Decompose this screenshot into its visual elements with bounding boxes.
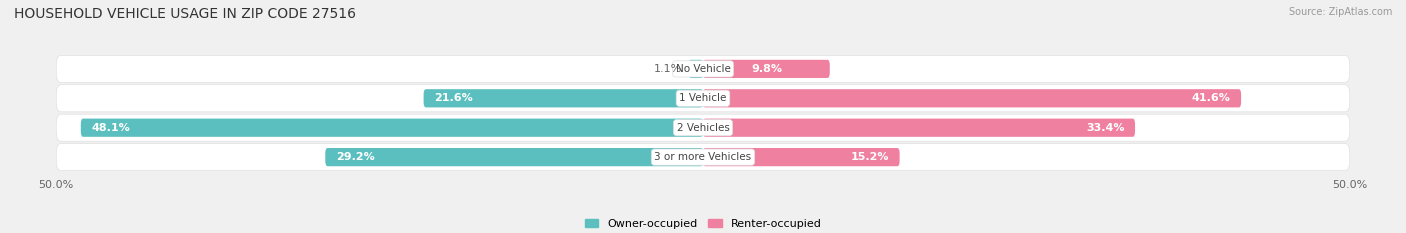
Text: 1.1%: 1.1% — [654, 64, 682, 74]
FancyBboxPatch shape — [325, 148, 703, 166]
Text: 41.6%: 41.6% — [1192, 93, 1230, 103]
FancyBboxPatch shape — [56, 55, 1350, 82]
Text: Source: ZipAtlas.com: Source: ZipAtlas.com — [1288, 7, 1392, 17]
FancyBboxPatch shape — [703, 60, 830, 78]
Text: 2 Vehicles: 2 Vehicles — [676, 123, 730, 133]
Text: 1 Vehicle: 1 Vehicle — [679, 93, 727, 103]
FancyBboxPatch shape — [703, 119, 1135, 137]
Text: 48.1%: 48.1% — [91, 123, 129, 133]
Text: 33.4%: 33.4% — [1087, 123, 1125, 133]
Text: 29.2%: 29.2% — [336, 152, 374, 162]
FancyBboxPatch shape — [56, 85, 1350, 112]
FancyBboxPatch shape — [56, 114, 1350, 141]
Text: 15.2%: 15.2% — [851, 152, 889, 162]
FancyBboxPatch shape — [80, 119, 703, 137]
Text: 3 or more Vehicles: 3 or more Vehicles — [654, 152, 752, 162]
Text: No Vehicle: No Vehicle — [675, 64, 731, 74]
Text: HOUSEHOLD VEHICLE USAGE IN ZIP CODE 27516: HOUSEHOLD VEHICLE USAGE IN ZIP CODE 2751… — [14, 7, 356, 21]
FancyBboxPatch shape — [423, 89, 703, 107]
Text: 9.8%: 9.8% — [751, 64, 782, 74]
FancyBboxPatch shape — [689, 60, 703, 78]
Text: 21.6%: 21.6% — [434, 93, 472, 103]
FancyBboxPatch shape — [703, 89, 1241, 107]
Legend: Owner-occupied, Renter-occupied: Owner-occupied, Renter-occupied — [581, 214, 825, 233]
FancyBboxPatch shape — [703, 148, 900, 166]
FancyBboxPatch shape — [56, 144, 1350, 171]
